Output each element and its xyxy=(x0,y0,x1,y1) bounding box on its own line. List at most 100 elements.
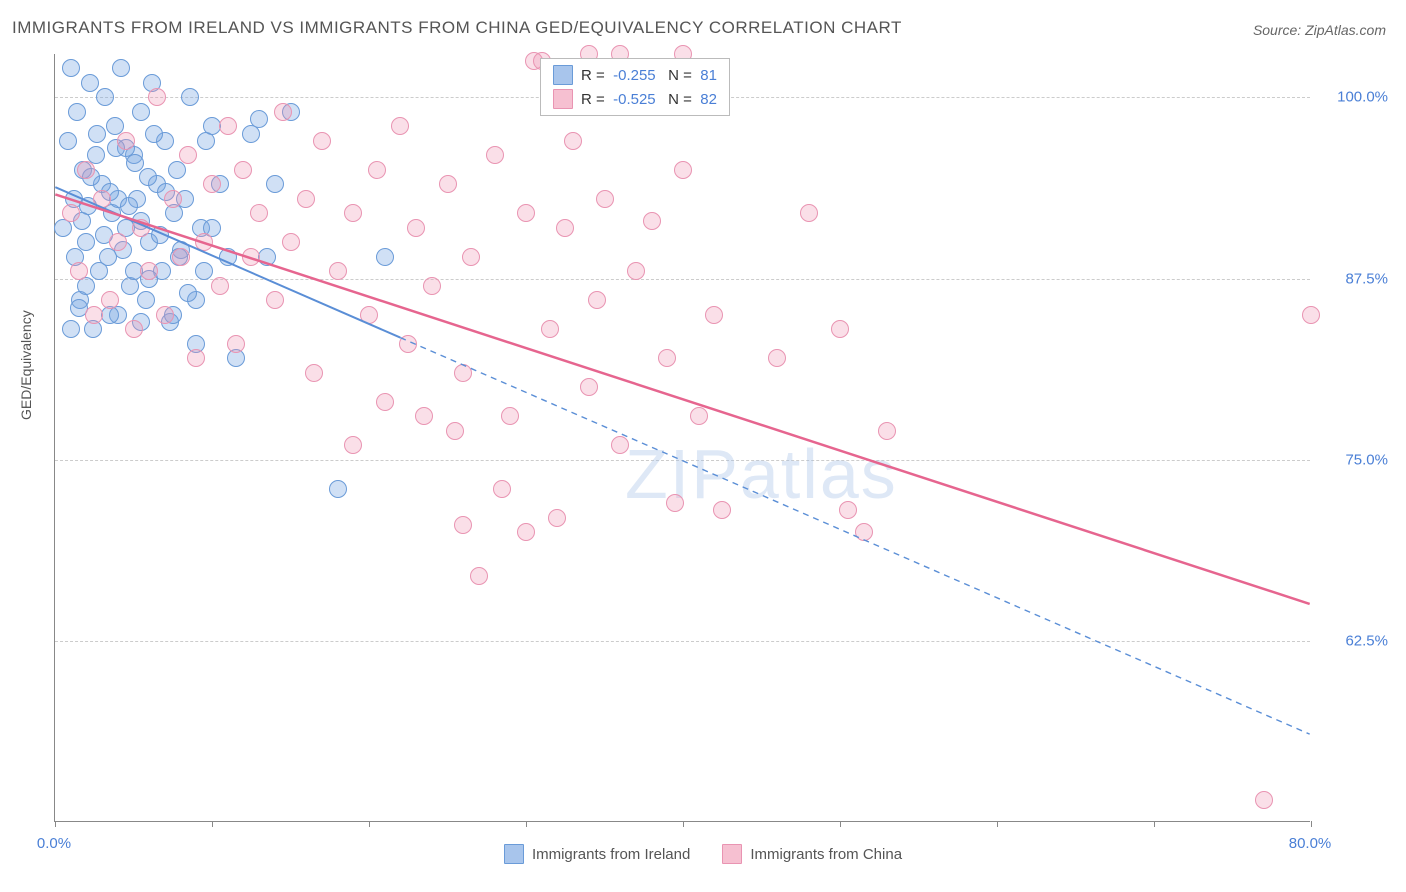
data-point xyxy=(454,516,472,534)
data-point xyxy=(117,132,135,150)
x-tick xyxy=(526,821,527,827)
legend-label-ireland: Immigrants from Ireland xyxy=(532,846,690,863)
data-point xyxy=(446,422,464,440)
data-point xyxy=(117,139,135,157)
data-point xyxy=(454,364,472,382)
data-point xyxy=(266,175,284,193)
data-point xyxy=(161,313,179,331)
data-point xyxy=(541,320,559,338)
data-point xyxy=(313,132,331,150)
data-point xyxy=(132,313,150,331)
data-point xyxy=(140,233,158,251)
data-point xyxy=(62,59,80,77)
data-point xyxy=(93,175,111,193)
data-point xyxy=(344,204,362,222)
x-tick-label: 80.0% xyxy=(1289,835,1332,852)
data-point xyxy=(62,320,80,338)
data-point xyxy=(439,175,457,193)
correlation-chart: IMMIGRANTS FROM IRELAND VS IMMIGRANTS FR… xyxy=(0,0,1406,892)
data-point xyxy=(62,204,80,222)
data-point xyxy=(179,146,197,164)
data-point xyxy=(242,125,260,143)
x-tick xyxy=(55,821,56,827)
data-point xyxy=(88,125,106,143)
data-point xyxy=(170,248,188,266)
data-point xyxy=(274,103,292,121)
data-point xyxy=(517,204,535,222)
data-point xyxy=(596,190,614,208)
data-point xyxy=(580,378,598,396)
x-tick xyxy=(212,821,213,827)
data-point xyxy=(493,480,511,498)
gridline xyxy=(55,460,1310,461)
data-point xyxy=(112,59,130,77)
data-point xyxy=(151,226,169,244)
data-point xyxy=(145,125,163,143)
data-point xyxy=(172,241,190,259)
plot-area: ZIPatlas xyxy=(54,54,1310,822)
data-point xyxy=(674,161,692,179)
data-point xyxy=(103,204,121,222)
data-point xyxy=(195,233,213,251)
data-point xyxy=(415,407,433,425)
data-point xyxy=(120,197,138,215)
data-point xyxy=(59,132,77,150)
y-axis-label: GED/Equivalency xyxy=(18,310,34,420)
data-point xyxy=(282,233,300,251)
data-point xyxy=(176,190,194,208)
watermark: ZIPatlas xyxy=(625,434,898,514)
data-point xyxy=(227,335,245,353)
data-point xyxy=(164,190,182,208)
legend-swatch-ireland-icon xyxy=(504,844,524,864)
data-point xyxy=(125,146,143,164)
data-point xyxy=(126,154,144,172)
data-point xyxy=(99,248,117,266)
data-point xyxy=(391,117,409,135)
data-point xyxy=(344,436,362,454)
data-point xyxy=(690,407,708,425)
data-point xyxy=(132,103,150,121)
data-point xyxy=(82,168,100,186)
data-point xyxy=(109,233,127,251)
data-point xyxy=(250,110,268,128)
data-point xyxy=(179,284,197,302)
data-point xyxy=(360,306,378,324)
data-point xyxy=(564,132,582,150)
data-point xyxy=(376,393,394,411)
data-point xyxy=(368,161,386,179)
x-tick-label: 0.0% xyxy=(37,835,71,852)
data-point xyxy=(713,501,731,519)
stats-legend-row-ireland: R = -0.255 N = 81 xyxy=(553,63,717,87)
data-point xyxy=(172,248,190,266)
data-point xyxy=(84,320,102,338)
data-point xyxy=(258,248,276,266)
data-point xyxy=(588,291,606,309)
stats-legend-row-china: R = -0.525 N = 82 xyxy=(553,87,717,111)
data-point xyxy=(132,219,150,237)
data-point xyxy=(266,291,284,309)
data-point xyxy=(705,306,723,324)
data-point xyxy=(101,183,119,201)
legend-item-ireland: Immigrants from Ireland xyxy=(504,844,690,864)
data-point xyxy=(128,190,146,208)
data-point xyxy=(71,291,89,309)
data-point xyxy=(517,523,535,541)
data-point xyxy=(234,161,252,179)
data-point xyxy=(93,190,111,208)
data-point xyxy=(399,335,417,353)
data-point xyxy=(77,161,95,179)
x-tick xyxy=(369,821,370,827)
data-point xyxy=(643,212,661,230)
data-point xyxy=(165,204,183,222)
data-point xyxy=(407,219,425,237)
data-point xyxy=(156,306,174,324)
y-tick-label: 75.0% xyxy=(1345,451,1388,468)
data-point xyxy=(305,364,323,382)
legend-swatch-ireland xyxy=(553,65,573,85)
stats-legend: R = -0.255 N = 81 R = -0.525 N = 82 xyxy=(540,58,730,116)
data-point xyxy=(219,117,237,135)
data-point xyxy=(187,291,205,309)
x-tick xyxy=(683,821,684,827)
data-point xyxy=(148,175,166,193)
data-point xyxy=(203,117,221,135)
